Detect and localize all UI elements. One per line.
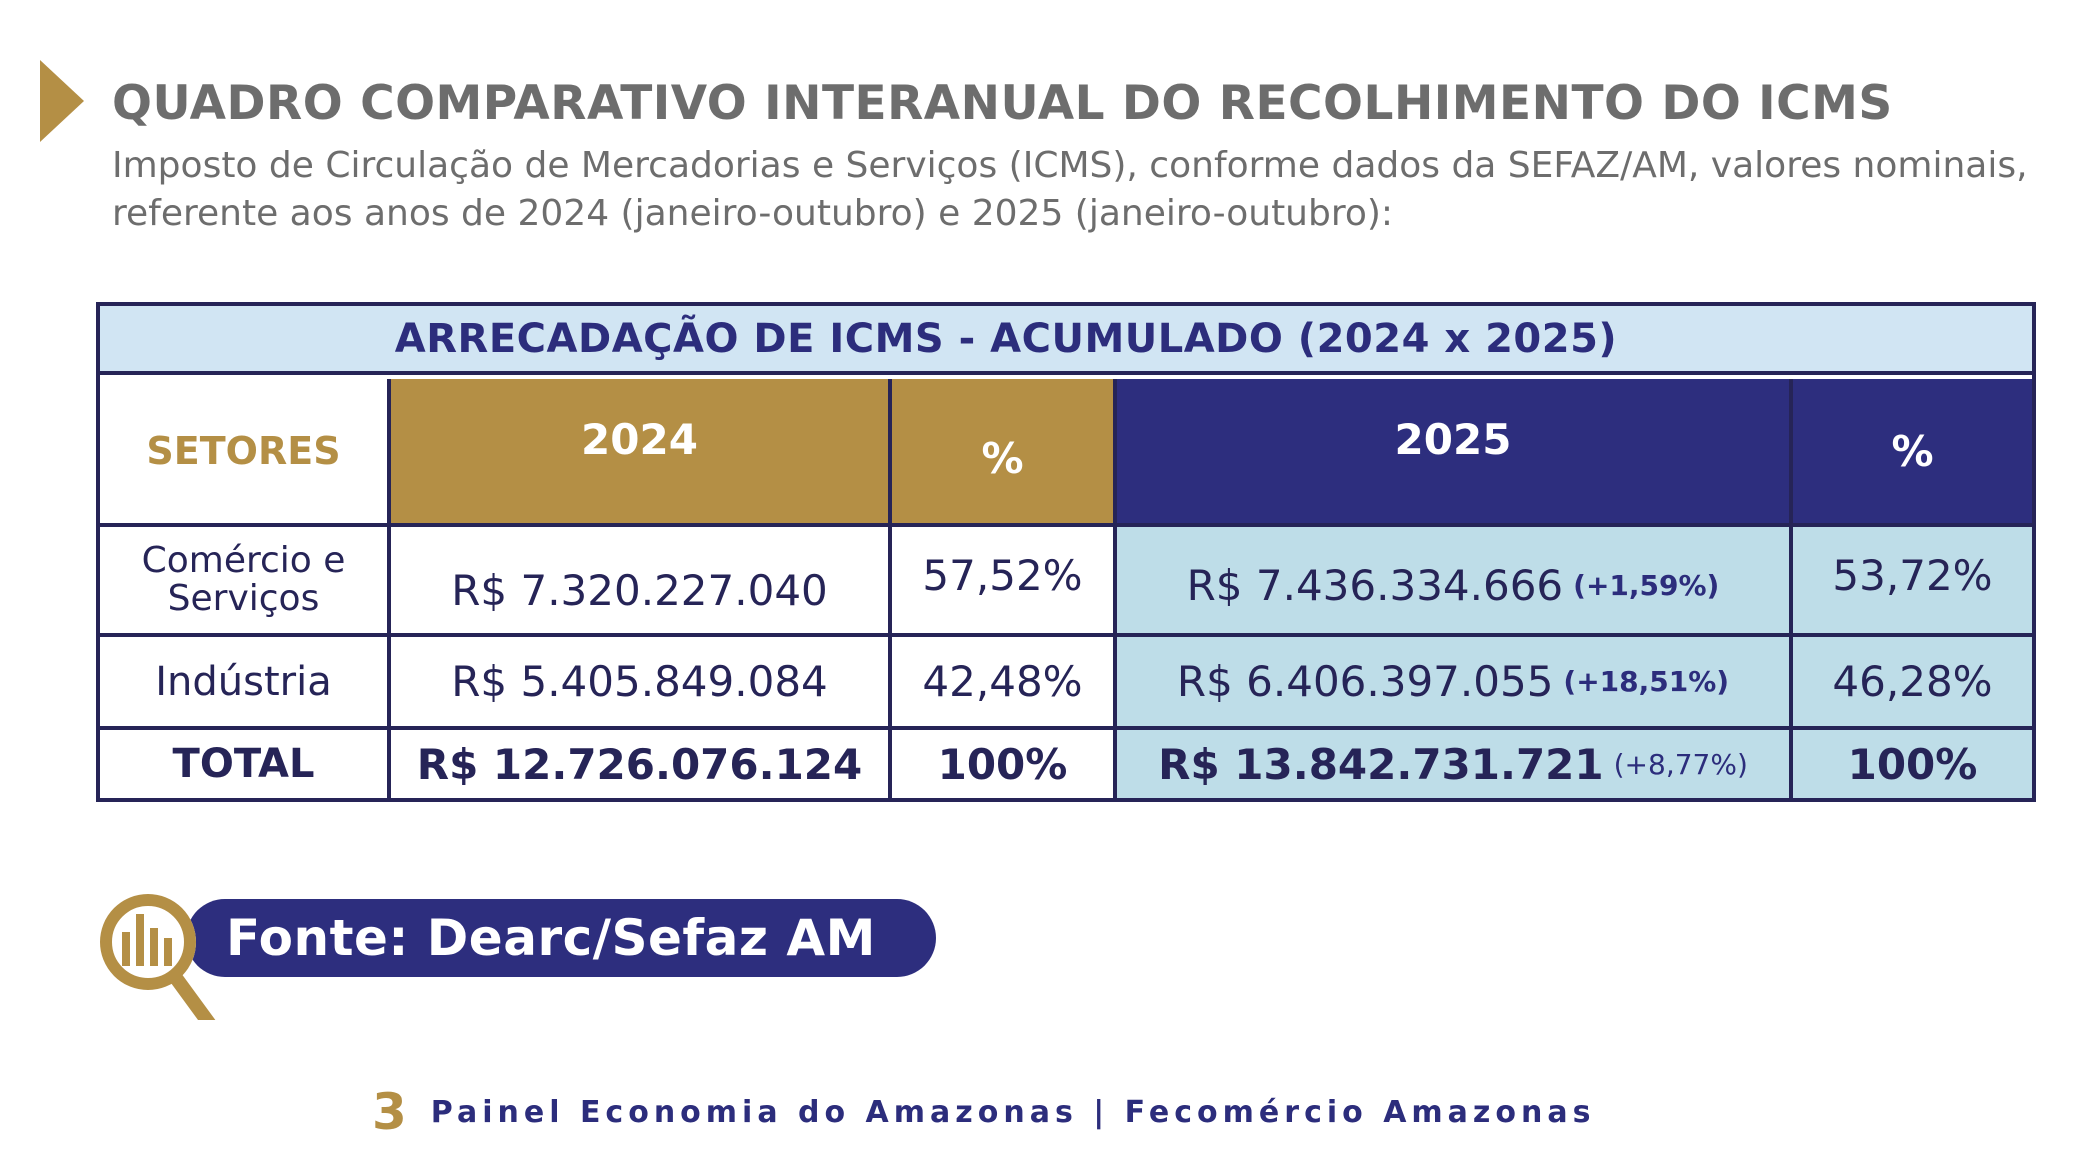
row-pct-2024: 42,48% xyxy=(892,637,1117,730)
row-sector-label: Comércio e Serviços xyxy=(100,527,391,637)
column-header-pct-2024: % xyxy=(892,379,1117,527)
value-2025: R$ 7.436.334.666 xyxy=(1186,560,1564,610)
row-value-2025: R$ 7.436.334.666 (+1,59%) xyxy=(1117,527,1793,637)
column-header-sectors: SETORES xyxy=(100,379,391,527)
total-pct-2024: 100% xyxy=(892,730,1117,798)
total-value-2024: R$ 12.726.076.124 xyxy=(391,730,892,798)
total-pct-2025: 100% xyxy=(1793,730,2032,798)
table-title: ARRECADAÇÃO DE ICMS - ACUMULADO (2024 x … xyxy=(100,306,2032,375)
page-subtitle: Imposto de Circulação de Mercadorias e S… xyxy=(112,145,2028,234)
source-label: Fonte: Dearc/Sefaz AM xyxy=(186,899,936,977)
change-2025: (+8,77%) xyxy=(1613,747,1748,781)
row-pct-2025: 53,72% xyxy=(1793,527,2032,637)
page-title: QUADRO COMPARATIVO INTERANUAL DO RECOLHI… xyxy=(112,76,1893,131)
source-badge: Fonte: Dearc/Sefaz AM xyxy=(96,880,956,1020)
title-marker-triangle-icon xyxy=(40,60,84,142)
total-value-2025: R$ 13.842.731.721 (+8,77%) xyxy=(1117,730,1793,798)
row-value-2024: R$ 5.405.849.084 xyxy=(391,637,892,730)
column-header-pct-2025: % xyxy=(1793,379,2032,527)
value-2025: R$ 13.842.731.721 xyxy=(1158,739,1604,789)
row-pct-2024: 57,52% xyxy=(892,527,1117,637)
footer-text: Painel Economia do Amazonas | Fecomércio… xyxy=(430,1094,1596,1130)
column-header-2024: 2024 xyxy=(391,379,892,527)
column-header-2025: 2025 xyxy=(1117,379,1793,527)
page-footer: 3 Painel Economia do Amazonas | Fecomérc… xyxy=(372,1082,1595,1142)
row-sector-label: Indústria xyxy=(100,637,391,730)
value-2025: R$ 6.406.397.055 xyxy=(1176,657,1554,706)
page-number: 3 xyxy=(372,1083,407,1141)
change-2025: (+1,59%) xyxy=(1573,568,1720,602)
magnifier-chart-icon xyxy=(100,894,216,1020)
row-value-2024: R$ 7.320.227.040 xyxy=(391,527,892,637)
change-2025: (+18,51%) xyxy=(1563,665,1730,698)
total-label: TOTAL xyxy=(100,730,391,798)
row-pct-2025: 46,28% xyxy=(1793,637,2032,730)
row-value-2025: R$ 6.406.397.055 (+18,51%) xyxy=(1117,637,1793,730)
icms-comparison-table: ARRECADAÇÃO DE ICMS - ACUMULADO (2024 x … xyxy=(96,302,2036,802)
